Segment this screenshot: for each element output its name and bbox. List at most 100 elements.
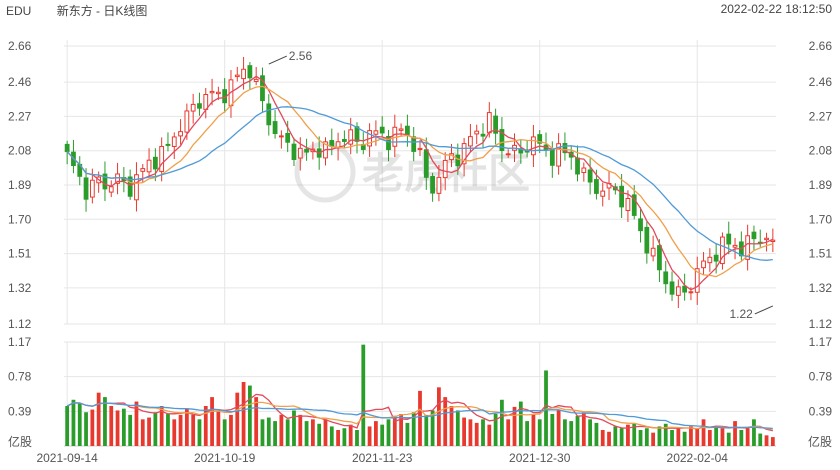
volume-bar	[96, 392, 101, 446]
candle-body	[713, 254, 719, 262]
volume-bar	[128, 414, 133, 446]
volume-bar	[632, 422, 637, 446]
candlestick	[707, 248, 713, 272]
candle-body	[89, 179, 95, 198]
candle-body	[354, 126, 360, 142]
volume-bar	[493, 414, 498, 446]
candlestick	[134, 162, 139, 212]
volume-bar	[588, 419, 593, 446]
candlestick	[272, 110, 278, 139]
candle-body	[663, 271, 669, 285]
volume-bar	[449, 406, 454, 446]
chart-header-left: EDU 新东方 - 日K线图	[6, 2, 147, 19]
candle-body	[562, 143, 568, 154]
volume-bar	[462, 417, 466, 446]
candle-body	[486, 112, 492, 134]
candlestick	[581, 162, 587, 182]
candle-body	[417, 147, 423, 150]
x-axis-label: 2021-12-30	[509, 451, 571, 465]
candlestick	[675, 279, 681, 308]
candlestick	[234, 66, 240, 82]
volume-bar	[285, 419, 290, 446]
volume-bar	[569, 421, 574, 446]
candlestick	[770, 228, 776, 253]
candle-body	[373, 130, 379, 135]
candlestick	[663, 260, 669, 294]
candle-body	[134, 174, 139, 201]
volume-bar	[203, 406, 208, 446]
volume-bar	[468, 419, 473, 446]
volume-bar	[266, 417, 271, 446]
candle-body	[423, 149, 429, 178]
price-tick-right: 2.08	[809, 144, 833, 158]
candlestick	[102, 161, 108, 202]
candle-body	[253, 78, 259, 82]
volume-bar	[651, 432, 656, 446]
volume-bar	[474, 422, 479, 446]
candlestick	[190, 93, 196, 124]
candle-body	[619, 185, 625, 208]
volume-bar	[317, 423, 322, 446]
volume-bar	[374, 421, 378, 446]
candlestick	[197, 92, 202, 116]
ma10-line	[66, 85, 773, 278]
volume-bar	[191, 414, 196, 446]
volume-bar	[563, 419, 567, 446]
volume-bar	[512, 406, 517, 446]
volume-bar	[714, 426, 719, 446]
volume-bar	[550, 414, 555, 446]
volume-bar	[229, 414, 233, 446]
candlestick	[556, 133, 562, 175]
candlestick	[203, 87, 209, 119]
volume-bar	[342, 428, 347, 446]
candle-body	[260, 75, 265, 102]
volume-bar	[506, 419, 511, 446]
candle-body	[638, 218, 643, 232]
candle-body	[720, 236, 725, 265]
price-tick-right: 1.32	[809, 281, 833, 295]
candlestick	[480, 123, 486, 149]
volume-bar	[525, 421, 530, 446]
volume-bar	[166, 414, 170, 446]
volume-bar	[437, 387, 441, 446]
price-tick-right: 1.12	[809, 317, 833, 331]
candlestick	[531, 124, 536, 168]
candle-body	[644, 226, 650, 254]
price-tick-right: 2.46	[809, 75, 833, 89]
candlestick	[600, 182, 606, 207]
candlestick	[423, 137, 429, 190]
volume-bar	[663, 423, 668, 446]
candle-body	[203, 93, 209, 110]
candle-body	[575, 157, 580, 175]
volume-bar	[405, 422, 410, 446]
candle-body	[493, 115, 499, 134]
candle-body	[411, 136, 417, 152]
candle-body	[341, 138, 347, 142]
candlestick	[115, 162, 120, 195]
ticker-symbol: EDU	[6, 4, 32, 18]
candle-body	[631, 194, 637, 216]
candle-body	[278, 135, 284, 138]
volume-bar	[487, 424, 492, 446]
annotation-leader	[268, 55, 287, 65]
volume-bar	[556, 410, 561, 446]
volume-unit-right: 亿股	[808, 434, 832, 449]
candle-body	[398, 128, 404, 131]
candle-body	[726, 233, 732, 245]
candlestick	[152, 148, 158, 182]
x-axis-label: 2021-09-14	[36, 451, 98, 465]
volume-bar	[600, 430, 605, 446]
candle-body	[682, 285, 688, 293]
x-axis-label: 2021-10-19	[194, 451, 256, 465]
candle-body	[247, 65, 253, 79]
volume-ma10-line	[66, 401, 773, 430]
annotation-leader	[754, 305, 774, 315]
volume-bar	[210, 397, 214, 446]
candle-body	[209, 90, 215, 94]
volume-bar	[247, 385, 252, 446]
volume-bar	[159, 406, 164, 446]
volume-bar	[77, 403, 82, 446]
volume-bar	[329, 426, 334, 446]
volume-bar	[720, 428, 725, 446]
volume-bar	[770, 437, 775, 446]
